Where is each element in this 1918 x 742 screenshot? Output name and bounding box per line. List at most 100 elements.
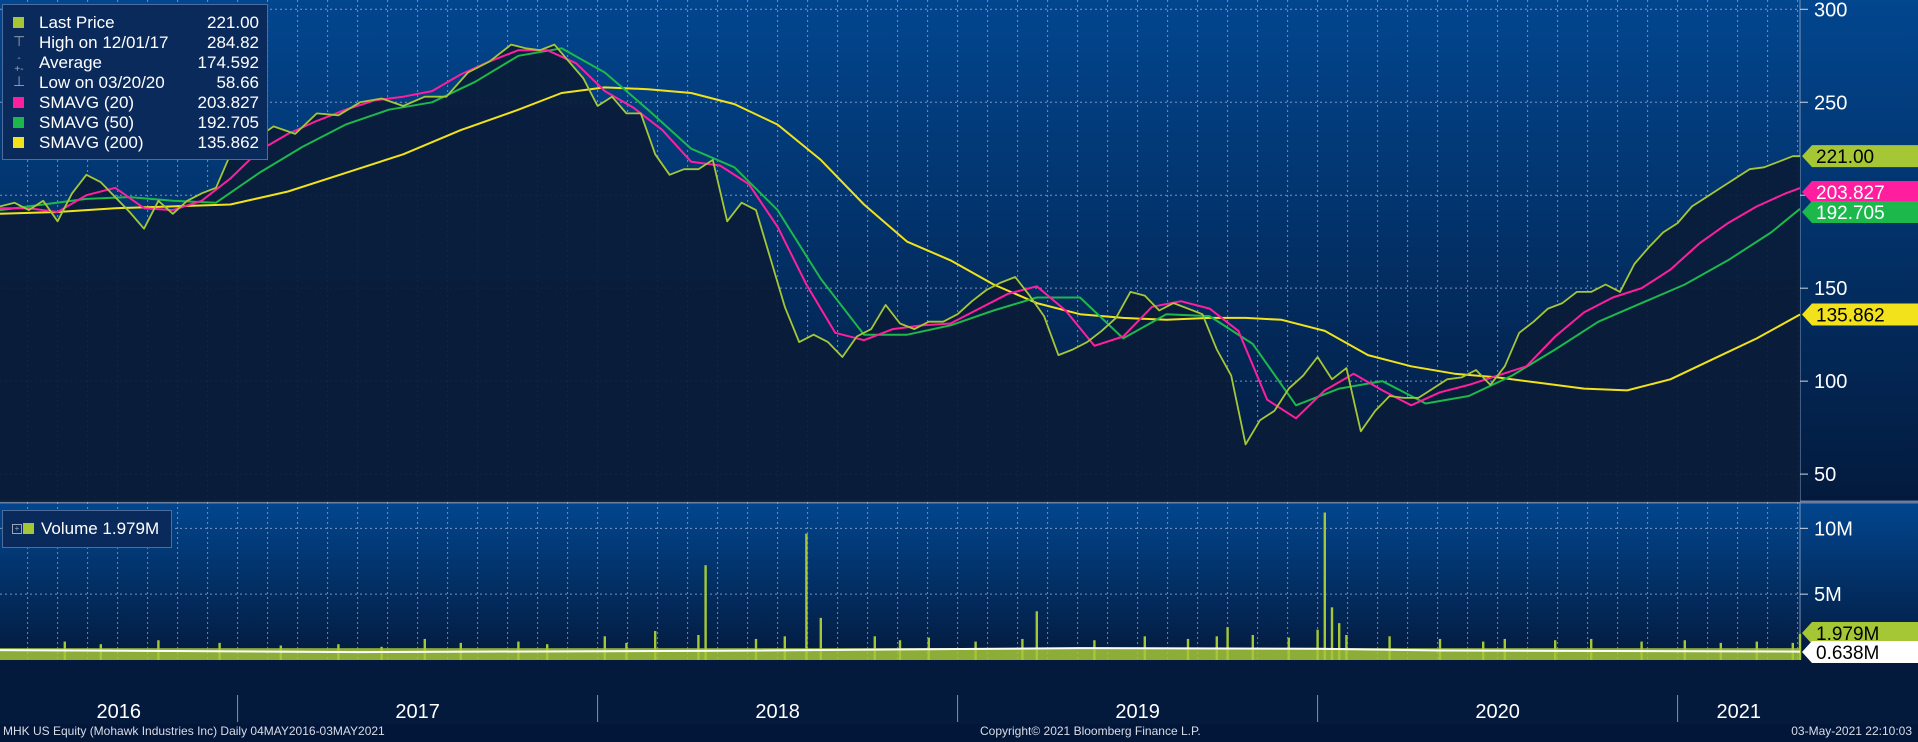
year-tick-label: 2017 bbox=[395, 701, 440, 723]
legend-label: High on 12/01/17 bbox=[39, 33, 169, 52]
volume-bar bbox=[1345, 634, 1348, 660]
legend-label: Low on 03/20/20 bbox=[39, 73, 165, 92]
legend-row-low[interactable]: ⊥ Low on 03/20/20 58.66 bbox=[3, 73, 267, 93]
volume-value-tag bbox=[1802, 622, 1918, 644]
year-tick-label: 2016 bbox=[97, 701, 142, 723]
legend-value: 58.66 bbox=[216, 73, 259, 92]
volume-tick-label: 5M bbox=[1814, 584, 1842, 606]
volume-bar bbox=[1226, 627, 1229, 660]
volume-bar bbox=[99, 644, 102, 660]
volume-grid bbox=[0, 502, 1800, 660]
legend-label: SMAVG (50) bbox=[39, 113, 135, 132]
x-axis: 2016 2017 2018 2019 2020 2021 bbox=[97, 695, 1762, 723]
legend-value: 174.592 bbox=[197, 53, 259, 72]
price-lines bbox=[0, 43, 1801, 446]
volume-ticks: 10M 5M bbox=[1800, 518, 1853, 606]
legend-label: SMAVG (200) bbox=[39, 133, 144, 152]
volume-value-tag bbox=[1802, 641, 1918, 663]
legend-value: 192.705 bbox=[197, 113, 259, 132]
volume-bars bbox=[0, 512, 1802, 660]
last-value-tag-label: 135.862 bbox=[1816, 305, 1885, 326]
smavg-200-swatch bbox=[13, 137, 24, 148]
price-tick-label: 150 bbox=[1814, 278, 1847, 300]
volume-bar bbox=[1683, 640, 1686, 660]
year-tick-label: 2020 bbox=[1475, 701, 1520, 723]
smavg-50-swatch bbox=[13, 117, 24, 128]
high-marker-icon: ⊤ bbox=[13, 33, 26, 49]
last-value-tag-label: 203.827 bbox=[1816, 183, 1885, 204]
last-value-tag-label: 221.00 bbox=[1816, 147, 1874, 168]
volume-bar bbox=[1323, 512, 1326, 660]
volume-bar bbox=[1316, 629, 1319, 660]
footer-timestamp: 03-May-2021 22:10:03 bbox=[1791, 724, 1912, 738]
legend-value: 203.827 bbox=[197, 93, 259, 112]
legend-label: SMAVG (20) bbox=[39, 93, 135, 112]
legend-row-last-price[interactable]: Last Price 221.00 bbox=[3, 13, 267, 33]
legend-row-smavg-50[interactable]: SMAVG (50) 192.705 bbox=[3, 113, 267, 133]
volume-legend[interactable]: + Volume 1.979M bbox=[2, 510, 172, 548]
volume-bar bbox=[1338, 623, 1341, 660]
axis-strip-bg bbox=[0, 660, 1918, 724]
legend-label: Average bbox=[39, 53, 103, 72]
year-tick-label: 2021 bbox=[1717, 701, 1762, 723]
legend-label: Last Price bbox=[39, 13, 115, 32]
last-price-swatch bbox=[13, 17, 24, 28]
footer-security-info: MHK US Equity (Mohawk Industries Inc) Da… bbox=[3, 724, 385, 738]
volume-tick-label: 10M bbox=[1814, 518, 1853, 540]
average-volume-line bbox=[0, 647, 1801, 654]
volume-bar bbox=[423, 638, 426, 660]
last-value-tag bbox=[1802, 303, 1918, 326]
legend-row-smavg-200[interactable]: SMAVG (200) 135.862 bbox=[3, 133, 267, 153]
volume-bar bbox=[1251, 634, 1254, 660]
legend-row-average[interactable]: -+- Average 174.592 bbox=[3, 53, 267, 75]
volume-bar bbox=[1035, 611, 1038, 660]
price-tick-label: 100 bbox=[1814, 371, 1847, 393]
volume-bar bbox=[1330, 607, 1334, 660]
volume-bar bbox=[1438, 638, 1442, 660]
volume-bar bbox=[819, 617, 822, 660]
volume-swatch bbox=[23, 523, 34, 534]
volume-bar bbox=[1798, 633, 1802, 660]
price-legend[interactable]: Last Price 221.00 ⊤ High on 12/01/17 284… bbox=[2, 4, 268, 160]
year-tick-label: 2018 bbox=[755, 701, 800, 723]
price-tick-label: 300 bbox=[1814, 0, 1847, 21]
volume-value-tag-label: 1.979M bbox=[1816, 624, 1879, 645]
year-tick-label: 2019 bbox=[1115, 701, 1160, 723]
volume-legend-label: Volume 1.979M bbox=[41, 519, 160, 538]
volume-bar bbox=[380, 646, 383, 660]
average-marker-icon: -+- bbox=[14, 53, 24, 75]
volume-bar bbox=[654, 631, 657, 660]
volume-panel-bg bbox=[0, 502, 1918, 660]
smavg-200-line bbox=[0, 86, 1801, 392]
volume-bar bbox=[603, 636, 606, 660]
low-marker-icon: ⊥ bbox=[13, 73, 26, 89]
footer-bg bbox=[0, 724, 1918, 742]
last-value-tag bbox=[1802, 201, 1918, 223]
volume-bar bbox=[279, 645, 282, 660]
last-value-tag-label: 192.705 bbox=[1816, 203, 1885, 224]
legend-value: 221.00 bbox=[207, 13, 259, 32]
last-value-tag bbox=[1802, 145, 1918, 168]
volume-bar bbox=[697, 634, 700, 660]
footer-copyright: Copyright© 2021 Bloomberg Finance L.P. bbox=[980, 724, 1201, 738]
volume-bar bbox=[754, 638, 758, 660]
smavg-20-swatch bbox=[13, 97, 24, 108]
price-tick-label: 50 bbox=[1814, 464, 1836, 486]
volume-bar bbox=[873, 636, 876, 660]
volume-bar bbox=[974, 641, 977, 660]
volume-bar bbox=[1590, 638, 1593, 660]
volume-bar bbox=[1503, 638, 1506, 660]
last-value-tag bbox=[1802, 181, 1918, 203]
legend-row-smavg-20[interactable]: SMAVG (20) 203.827 bbox=[3, 93, 267, 113]
volume-value-tag-label: 0.638M bbox=[1816, 643, 1879, 664]
volume-bar bbox=[805, 533, 808, 660]
last-price-line bbox=[0, 43, 1800, 446]
price-tick-label: 250 bbox=[1814, 92, 1847, 114]
volume-bar bbox=[704, 565, 707, 660]
volume-bar bbox=[783, 636, 786, 660]
legend-row-high[interactable]: ⊤ High on 12/01/17 284.82 bbox=[3, 33, 267, 53]
expand-icon[interactable]: + bbox=[12, 524, 22, 534]
